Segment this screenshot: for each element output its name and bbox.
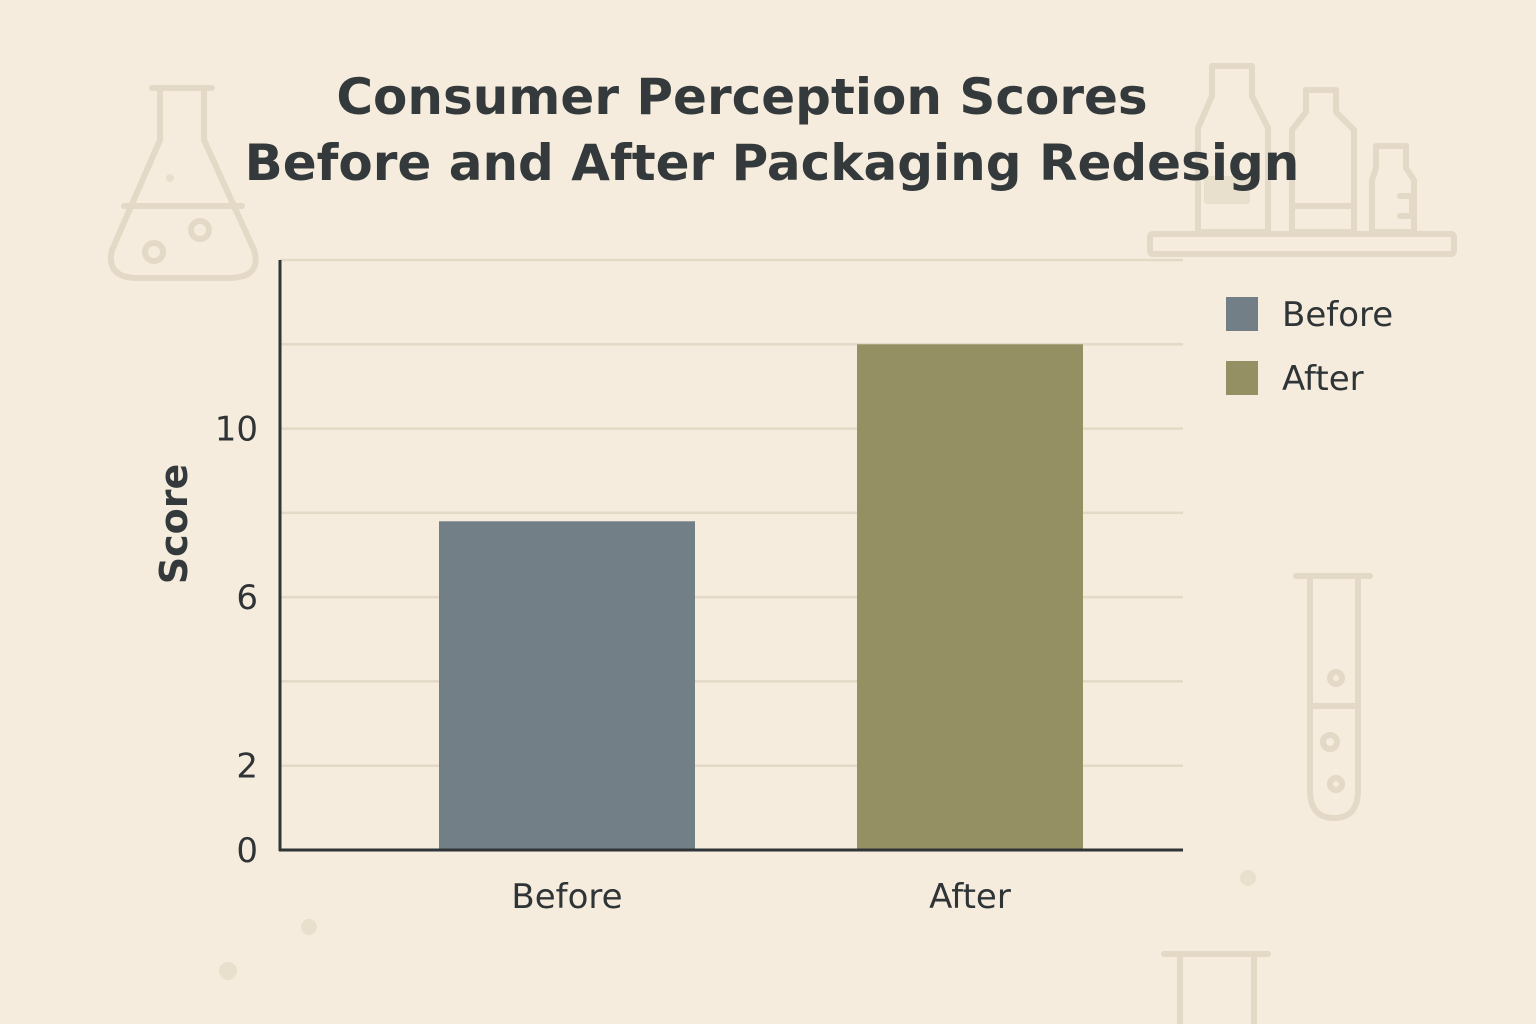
beaker-icon bbox=[1161, 951, 1271, 1024]
x-tick-label: Before bbox=[511, 877, 622, 917]
bar-after bbox=[857, 344, 1083, 850]
x-tick-label: After bbox=[929, 877, 1011, 917]
legend-swatch bbox=[1226, 297, 1258, 331]
y-tick-label: 6 bbox=[236, 578, 258, 618]
x-tick-labels: Before After bbox=[511, 877, 1010, 917]
flask-icon bbox=[108, 85, 259, 281]
y-tick-label: 2 bbox=[236, 747, 258, 787]
bars bbox=[439, 344, 1083, 850]
legend-swatch bbox=[1226, 361, 1258, 395]
y-tick-label: 10 bbox=[215, 410, 258, 450]
bottles-icon bbox=[1147, 63, 1457, 257]
legend-label: After bbox=[1282, 359, 1364, 399]
bar-before bbox=[439, 521, 695, 850]
bubble-decoration bbox=[1240, 870, 1256, 886]
bubble-decoration bbox=[301, 919, 317, 935]
y-tick-label: 0 bbox=[236, 831, 258, 871]
y-tick-labels: 0 2 6 10 bbox=[215, 410, 258, 871]
y-axis-label: Score bbox=[152, 464, 196, 585]
chart-title-line-2: Before and After Packaging Redesign bbox=[245, 134, 1300, 192]
axes bbox=[278, 260, 1183, 852]
legend: Before After bbox=[1226, 295, 1393, 399]
legend-label: Before bbox=[1282, 295, 1393, 335]
chart-title-line-1: Consumer Perception Scores bbox=[336, 68, 1147, 126]
test-tube-icon bbox=[1293, 573, 1373, 821]
bubble-decoration bbox=[219, 962, 237, 980]
